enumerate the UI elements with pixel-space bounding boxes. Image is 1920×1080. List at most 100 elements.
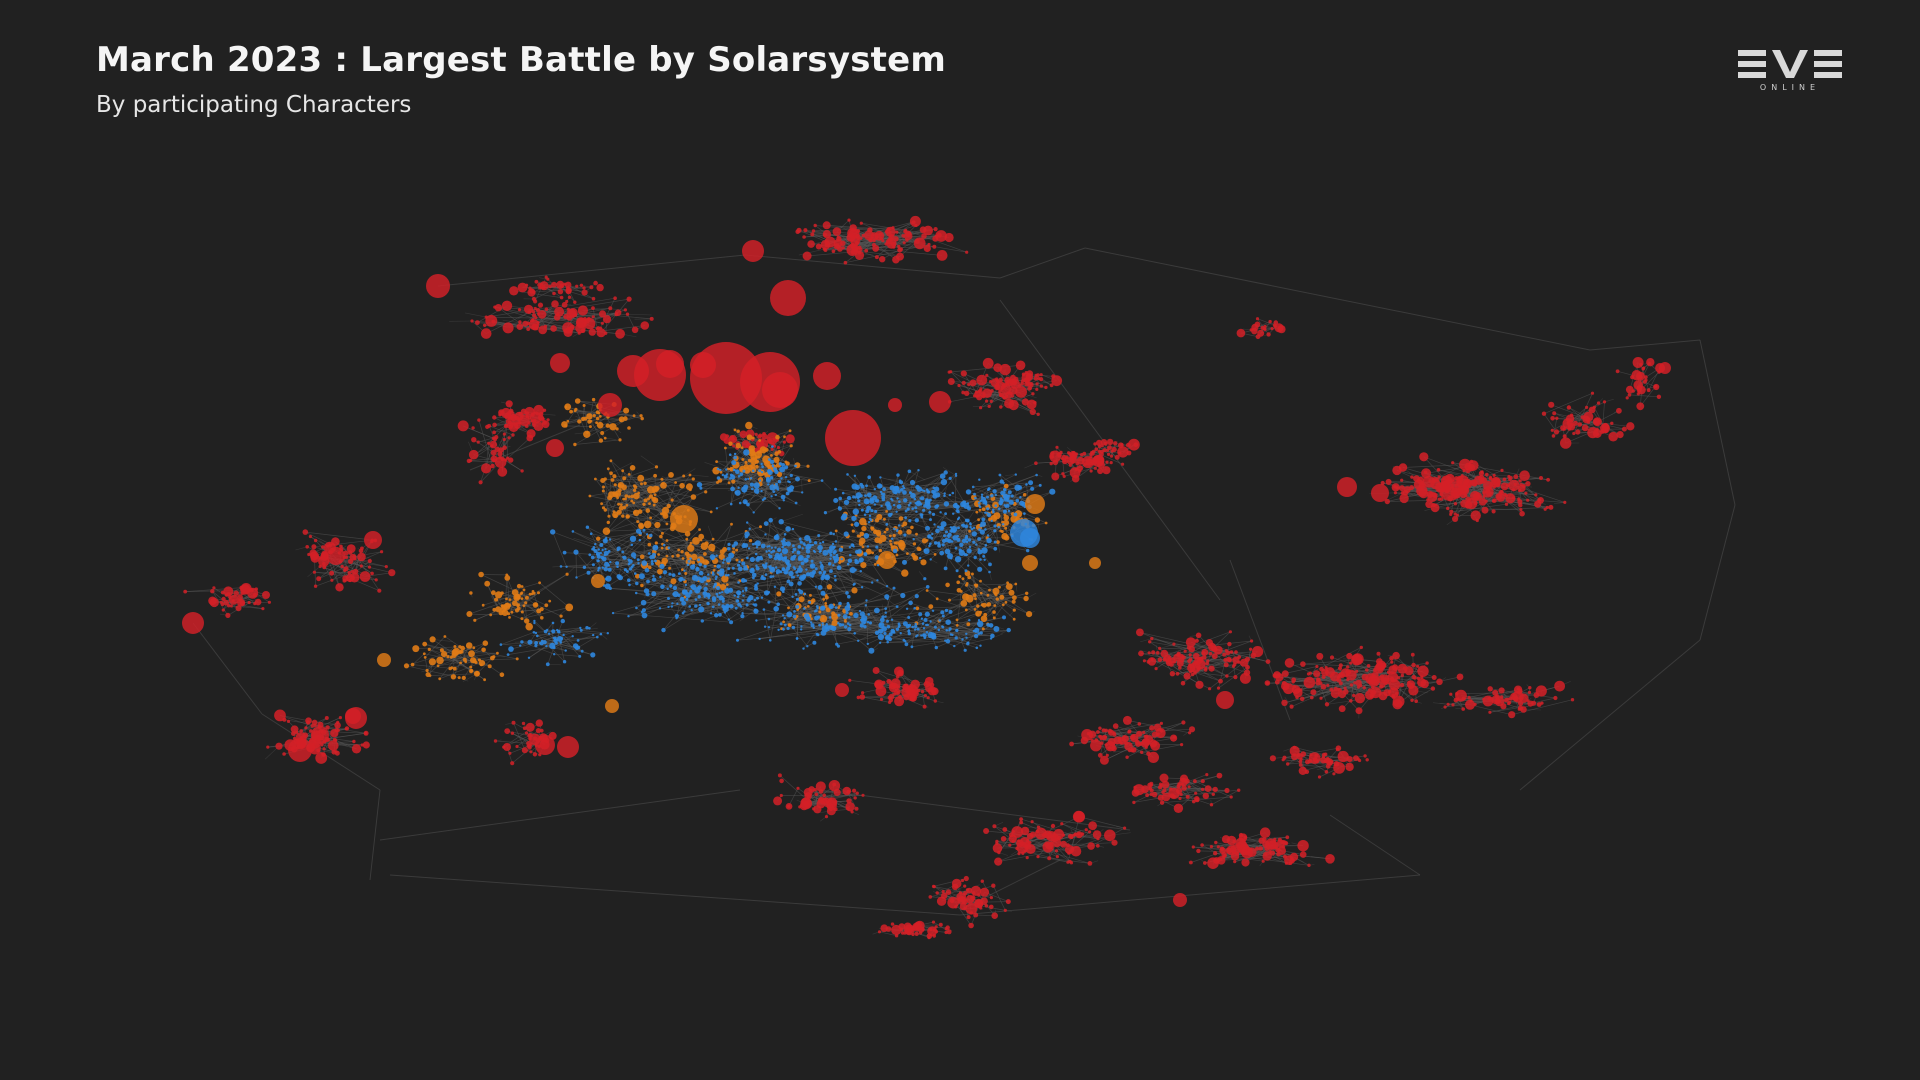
red-system-node <box>1551 434 1556 438</box>
orange-system-node <box>691 560 696 565</box>
red-system-node <box>867 227 873 233</box>
red-system-node <box>1393 491 1397 495</box>
red-system-node <box>901 686 912 698</box>
red-system-node <box>785 434 795 444</box>
red-system-node <box>1484 499 1488 503</box>
red-system-node <box>1098 726 1102 730</box>
blue-system-node <box>843 499 850 506</box>
blue-system-node <box>1002 523 1005 526</box>
blue-system-node <box>884 611 887 614</box>
orange-system-node <box>566 419 570 423</box>
blue-system-node <box>866 620 870 624</box>
red-system-node <box>1168 787 1180 800</box>
orange-system-node <box>1001 520 1004 524</box>
blue-system-node <box>801 547 804 550</box>
blue-system-node <box>1026 548 1030 553</box>
orange-system-node <box>478 660 486 667</box>
blue-system-node <box>844 625 848 629</box>
red-system-node <box>912 922 922 932</box>
red-system-node <box>802 235 806 239</box>
blue-system-node <box>783 623 787 627</box>
blue-system-node <box>783 617 786 620</box>
orange-system-node <box>588 425 592 429</box>
red-system-node <box>1019 820 1024 825</box>
orange-system-node <box>692 537 700 545</box>
blue-system-node <box>698 606 705 613</box>
red-system-node <box>544 307 549 312</box>
blue-system-node <box>834 559 838 563</box>
red-system-node <box>1183 649 1187 653</box>
battle-system-node <box>364 531 382 549</box>
orange-system-node <box>796 608 799 611</box>
red-system-node <box>958 891 963 895</box>
blue-system-node <box>630 552 637 558</box>
red-system-node <box>1535 685 1547 697</box>
orange-system-node <box>450 674 457 680</box>
blue-system-node <box>914 622 917 626</box>
orange-system-node <box>871 551 874 555</box>
orange-system-node <box>732 547 735 550</box>
blue-system-node <box>722 561 725 564</box>
blue-system-node <box>801 491 804 494</box>
red-system-node <box>921 233 927 239</box>
red-system-node <box>1262 840 1270 848</box>
red-system-node <box>1233 675 1238 680</box>
red-system-node <box>944 927 948 931</box>
red-system-node <box>843 260 848 265</box>
red-system-node <box>1144 745 1148 750</box>
blue-system-node <box>582 565 587 569</box>
red-system-node <box>1056 835 1062 841</box>
red-system-node <box>963 907 967 911</box>
red-system-node <box>861 233 865 238</box>
blue-system-node <box>952 512 955 515</box>
blue-system-node <box>596 559 600 563</box>
orange-system-node <box>491 590 496 596</box>
blue-system-node <box>780 552 783 556</box>
blue-system-node <box>752 469 755 473</box>
red-system-node <box>267 600 271 604</box>
red-system-node <box>1577 422 1583 427</box>
red-system-node <box>1366 664 1371 668</box>
blue-system-node <box>770 566 775 572</box>
red-system-node <box>504 728 511 734</box>
blue-system-node <box>968 619 971 622</box>
blue-system-node <box>773 585 777 588</box>
blue-system-node <box>682 590 686 593</box>
blue-system-node <box>625 570 629 573</box>
red-system-node <box>1060 822 1064 826</box>
red-system-node <box>1419 452 1429 462</box>
red-system-node <box>850 810 854 814</box>
red-system-node <box>239 600 246 606</box>
red-system-node <box>1237 788 1241 792</box>
blue-system-node <box>731 566 735 570</box>
orange-system-node <box>586 431 589 434</box>
red-system-node <box>1507 700 1512 705</box>
red-system-node <box>1136 730 1143 737</box>
blue-system-node <box>733 455 737 460</box>
blue-system-node <box>943 534 946 538</box>
blue-system-node <box>564 649 567 652</box>
red-system-node <box>531 296 537 302</box>
red-system-node <box>1076 465 1083 472</box>
blue-system-node <box>990 633 995 639</box>
blue-system-node <box>590 652 596 658</box>
red-system-node <box>897 244 901 248</box>
blue-system-node <box>592 633 595 637</box>
red-system-node <box>304 726 308 730</box>
blue-system-node <box>635 606 638 610</box>
blue-system-node <box>817 585 823 590</box>
red-system-node <box>1128 438 1140 451</box>
blue-system-node <box>644 567 650 573</box>
red-system-node <box>1517 499 1523 505</box>
battle-system-node <box>888 398 902 412</box>
blue-system-node <box>588 553 592 557</box>
orange-system-node <box>849 611 853 616</box>
orange-system-node <box>995 597 999 601</box>
red-system-node <box>1313 670 1321 678</box>
red-system-node <box>787 804 791 809</box>
orange-system-node <box>522 604 526 608</box>
blue-system-node <box>1025 483 1028 486</box>
red-system-node <box>976 374 988 386</box>
blue-system-node <box>886 597 889 601</box>
blue-system-node <box>627 558 631 562</box>
